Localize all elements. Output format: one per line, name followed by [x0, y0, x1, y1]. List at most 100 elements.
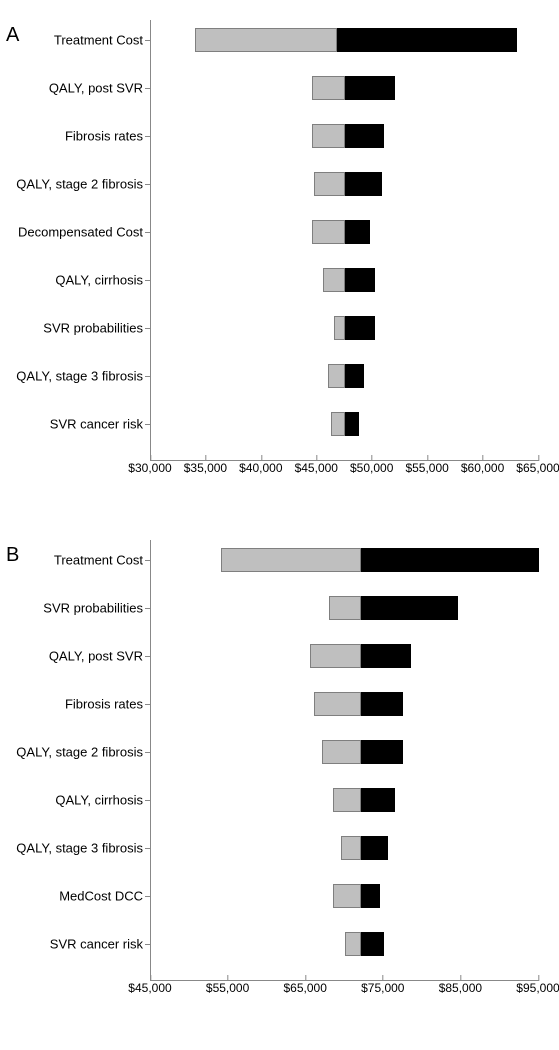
panel-b-category-label: QALY, stage 3 fibrosis — [1, 841, 151, 856]
panel-a-bar-high — [345, 76, 395, 100]
panel-b-category-label: SVR cancer risk — [1, 937, 151, 952]
panel-b-bar-high — [361, 596, 458, 620]
panel-b-bar-high — [361, 932, 384, 956]
panel-a-xtick-mark — [372, 455, 373, 461]
panel-b-bar-low — [221, 548, 361, 572]
panel-a-category-label: Decompensated Cost — [1, 225, 151, 240]
panel-b-bar-low — [341, 836, 360, 860]
panel-a-plot: Treatment CostQALY, post SVRFibrosis rat… — [150, 20, 539, 461]
panel-b-bar-high — [361, 884, 380, 908]
panel-b-category-label: SVR probabilities — [1, 601, 151, 616]
panel-b-xtick: $95,000 — [516, 981, 559, 995]
panel-a-bar-high — [345, 412, 359, 436]
panel-a-xtick-mark — [316, 455, 317, 461]
panel-a-row: Fibrosis rates — [151, 124, 539, 148]
panel-a-category-label: Treatment Cost — [1, 33, 151, 48]
panel-b-row: QALY, post SVR — [151, 644, 539, 668]
panel-a-category-label: Fibrosis rates — [1, 129, 151, 144]
panel-b-bar-low — [310, 644, 360, 668]
panel-b-row: SVR cancer risk — [151, 932, 539, 956]
panel-b-xtick: $45,000 — [128, 981, 171, 995]
panel-b-xtick-mark — [305, 975, 306, 981]
panel-b-row: SVR probabilities — [151, 596, 539, 620]
panel-a-category-label: QALY, stage 3 fibrosis — [1, 369, 151, 384]
panel-a-row: QALY, cirrhosis — [151, 268, 539, 292]
panel-b-xtick-mark — [228, 975, 229, 981]
panel-a-xtick-label: $65,000 — [516, 461, 559, 475]
panel-a-xtick-mark — [205, 455, 206, 461]
panel-a-xtick-label: $55,000 — [405, 461, 448, 475]
panel-a-xtick-mark — [538, 455, 539, 461]
panel-a-row: SVR probabilities — [151, 316, 539, 340]
panel-a-xtick-label: $30,000 — [128, 461, 171, 475]
panel-a-bar-low — [312, 220, 345, 244]
panel-a-xtick-label: $60,000 — [461, 461, 504, 475]
panel-b-bar-high — [361, 788, 396, 812]
panel-a-xtick-mark — [150, 455, 151, 461]
panel-b-bar-high — [361, 740, 404, 764]
panel-b-row: MedCost DCC — [151, 884, 539, 908]
panel-b-row: QALY, cirrhosis — [151, 788, 539, 812]
panel-b-bar-high — [361, 644, 411, 668]
panel-a-bar-low — [331, 412, 345, 436]
panel-b-category-label: Treatment Cost — [1, 553, 151, 568]
panel-b-bar-high — [361, 548, 539, 572]
panel-b: B Treatment CostSVR probabilitiesQALY, p… — [0, 540, 559, 1050]
panel-a-bar-low — [334, 316, 345, 340]
panel-b-xtick: $65,000 — [283, 981, 326, 995]
panel-b-category-label: MedCost DCC — [1, 889, 151, 904]
panel-b-category-label: Fibrosis rates — [1, 697, 151, 712]
panel-a-xtick-mark — [483, 455, 484, 461]
panel-b-row: QALY, stage 2 fibrosis — [151, 740, 539, 764]
panel-a-bar-low — [312, 76, 345, 100]
panel-b-xtick-label: $65,000 — [283, 981, 326, 995]
panel-b-xtick-mark — [538, 975, 539, 981]
panel-a-xtick-label: $45,000 — [295, 461, 338, 475]
panel-b-bar-high — [361, 692, 404, 716]
panel-b-xtick: $55,000 — [206, 981, 249, 995]
panel-a-category-label: QALY, stage 2 fibrosis — [1, 177, 151, 192]
panel-b-bar-low — [329, 596, 360, 620]
panel-b-bar-low — [333, 788, 360, 812]
panel-a-xtick: $50,000 — [350, 461, 393, 475]
panel-b-row: Treatment Cost — [151, 548, 539, 572]
panel-a-xtick: $45,000 — [295, 461, 338, 475]
panel-a-xtick: $65,000 — [516, 461, 559, 475]
panel-b-row: QALY, stage 3 fibrosis — [151, 836, 539, 860]
panel-b-bar-low — [345, 932, 361, 956]
panel-a-row: SVR cancer risk — [151, 412, 539, 436]
panel-a-xtick-label: $35,000 — [184, 461, 227, 475]
panel-a-xtick-mark — [261, 455, 262, 461]
panel-a-bar-high — [345, 268, 375, 292]
panel-b-bar-low — [322, 740, 361, 764]
panel-b-xtick-mark — [150, 975, 151, 981]
panel-b-bar-high — [361, 836, 388, 860]
panel-a-bar-high — [345, 124, 384, 148]
panel-a-bar-high — [345, 172, 382, 196]
panel-b-xtick: $75,000 — [361, 981, 404, 995]
panel-a-bar-high — [337, 28, 517, 52]
panel-b-xaxis: $45,000$55,000$65,000$75,000$85,000$95,0… — [150, 981, 539, 1011]
panel-b-xtick-label: $85,000 — [439, 981, 482, 995]
panel-a-xtick: $40,000 — [239, 461, 282, 475]
panel-b-xtick-label: $75,000 — [361, 981, 404, 995]
panel-a-bar-high — [345, 316, 375, 340]
panel-a-bar-high — [345, 220, 370, 244]
panel-b-row: Fibrosis rates — [151, 692, 539, 716]
panel-a-bar-low — [314, 172, 345, 196]
panel-b-xtick: $85,000 — [439, 981, 482, 995]
panel-a-category-label: SVR probabilities — [1, 321, 151, 336]
panel-a: A Treatment CostQALY, post SVRFibrosis r… — [0, 20, 559, 520]
panel-a-row: QALY, stage 3 fibrosis — [151, 364, 539, 388]
panel-a-category-label: QALY, post SVR — [1, 81, 151, 96]
panel-a-xtick-mark — [427, 455, 428, 461]
panel-a-bar-low — [323, 268, 345, 292]
panel-b-category-label: QALY, cirrhosis — [1, 793, 151, 808]
panel-a-xaxis: $30,000$35,000$40,000$45,000$50,000$55,0… — [150, 461, 539, 491]
panel-a-xtick: $55,000 — [405, 461, 448, 475]
panel-a-xtick: $60,000 — [461, 461, 504, 475]
panel-b-xtick-mark — [460, 975, 461, 981]
panel-a-bar-low — [195, 28, 337, 52]
panel-b-plot: Treatment Cost SVR probabilities QALY, pos… — [150, 540, 539, 981]
panel-b-bar-low — [333, 884, 360, 908]
